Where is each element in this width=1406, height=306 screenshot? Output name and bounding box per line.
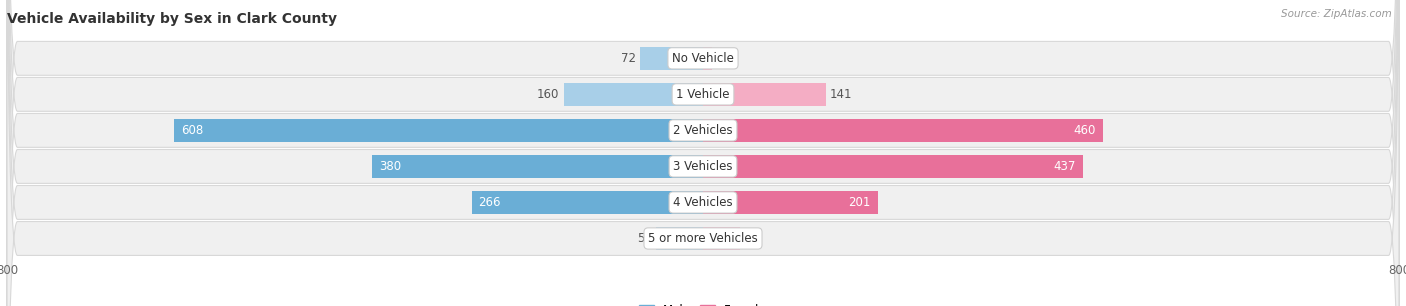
Text: 4 Vehicles: 4 Vehicles xyxy=(673,196,733,209)
FancyBboxPatch shape xyxy=(7,0,1399,306)
Text: 5 or more Vehicles: 5 or more Vehicles xyxy=(648,232,758,245)
Bar xyxy=(564,83,703,106)
Bar xyxy=(703,83,825,106)
Bar xyxy=(640,47,703,69)
FancyBboxPatch shape xyxy=(7,0,1399,306)
Text: 460: 460 xyxy=(1074,124,1097,137)
Bar xyxy=(703,155,1083,177)
Bar xyxy=(174,119,703,142)
FancyBboxPatch shape xyxy=(7,0,1399,306)
Legend: Male, Female: Male, Female xyxy=(640,304,766,306)
Bar xyxy=(703,191,877,214)
Text: 266: 266 xyxy=(478,196,501,209)
Text: 54: 54 xyxy=(637,232,651,245)
Bar xyxy=(657,227,703,250)
Bar xyxy=(703,119,1104,142)
Bar xyxy=(703,47,711,69)
Text: 380: 380 xyxy=(380,160,402,173)
Text: 437: 437 xyxy=(1054,160,1076,173)
Text: 201: 201 xyxy=(849,196,870,209)
FancyBboxPatch shape xyxy=(7,0,1399,306)
FancyBboxPatch shape xyxy=(7,0,1399,306)
Text: 3 Vehicles: 3 Vehicles xyxy=(673,160,733,173)
Bar xyxy=(373,155,703,177)
Text: 72: 72 xyxy=(621,52,636,65)
Text: No Vehicle: No Vehicle xyxy=(672,52,734,65)
Text: 160: 160 xyxy=(537,88,560,101)
Text: Source: ZipAtlas.com: Source: ZipAtlas.com xyxy=(1281,9,1392,19)
Text: 1 Vehicle: 1 Vehicle xyxy=(676,88,730,101)
Text: 141: 141 xyxy=(830,88,852,101)
Text: 10: 10 xyxy=(716,52,731,65)
Text: Vehicle Availability by Sex in Clark County: Vehicle Availability by Sex in Clark Cou… xyxy=(7,12,337,26)
Text: 2 Vehicles: 2 Vehicles xyxy=(673,124,733,137)
Text: 43: 43 xyxy=(745,232,759,245)
Bar xyxy=(703,227,741,250)
Bar xyxy=(471,191,703,214)
Text: 608: 608 xyxy=(181,124,204,137)
FancyBboxPatch shape xyxy=(7,0,1399,306)
